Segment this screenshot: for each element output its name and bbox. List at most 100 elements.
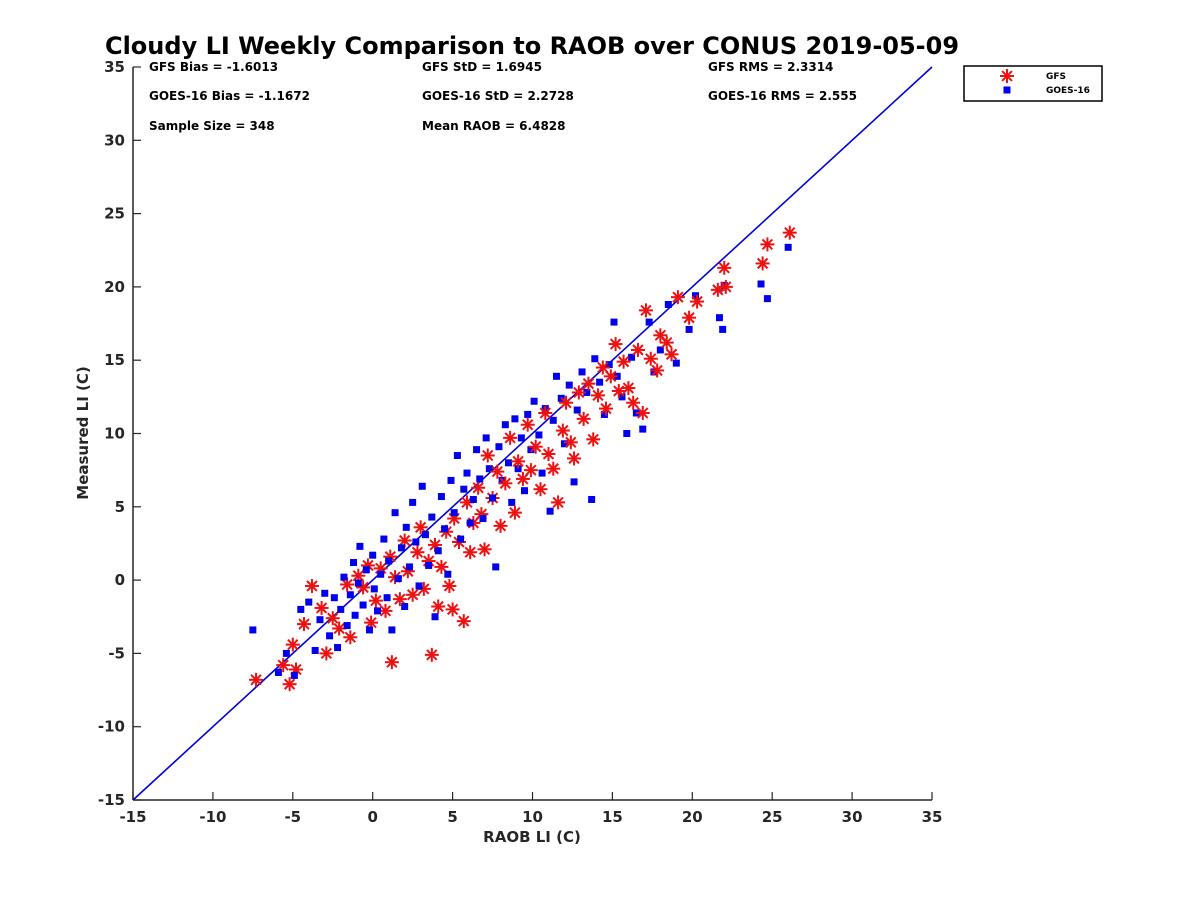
gfs-point <box>599 401 614 416</box>
y-tick-label: 10 <box>104 425 125 443</box>
gfs-point <box>563 435 578 450</box>
goes-16-point <box>334 644 342 652</box>
goes-16-point <box>511 415 519 423</box>
goes-16-point <box>495 443 503 451</box>
gfs-point <box>608 337 623 352</box>
legend-goes-square <box>1003 86 1011 94</box>
goes-16-point <box>370 585 378 593</box>
stat-sample-size: Sample Size = 348 <box>149 119 275 133</box>
goes-16-point <box>645 318 653 326</box>
gfs-point <box>445 602 460 617</box>
goes-16-point <box>460 485 468 493</box>
goes-16-point <box>466 519 474 527</box>
stat-gfs-bias: GFS Bias = -1.6013 <box>149 60 278 74</box>
gfs-point <box>424 647 439 662</box>
goes-16-point <box>583 388 591 396</box>
goes-16-point <box>444 570 452 578</box>
gfs-point <box>410 545 425 560</box>
gfs-point <box>755 256 770 271</box>
goes-16-point <box>343 622 351 630</box>
series-gfs-overlay <box>490 225 797 533</box>
goes-16-point <box>340 573 348 581</box>
gfs-point <box>477 542 492 557</box>
gfs-point <box>511 454 526 469</box>
goes-16-point <box>290 671 298 679</box>
gfs-point <box>717 260 732 275</box>
gfs-point <box>586 432 601 447</box>
goes-16-point <box>463 469 471 477</box>
goes-16-point <box>311 646 319 654</box>
gfs-point <box>621 381 636 396</box>
goes-16-point <box>524 410 532 418</box>
gfs-point <box>397 533 412 548</box>
goes-16-point <box>274 668 282 676</box>
gfs-point <box>690 294 705 309</box>
x-tick-label: -15 <box>119 808 146 826</box>
gfs-point <box>463 545 478 560</box>
goes-16-point <box>326 632 334 640</box>
y-tick-label: -10 <box>98 718 125 736</box>
gfs-point <box>659 335 674 350</box>
goes-16-point <box>505 459 513 467</box>
goes-16-point <box>605 361 613 369</box>
goes-16-point <box>527 446 535 454</box>
goes-16-point <box>623 430 631 437</box>
gfs-point <box>630 342 645 357</box>
goes-16-point <box>719 325 727 333</box>
x-tick-label: 15 <box>602 808 623 826</box>
goes-16-point <box>565 381 573 389</box>
gfs-point <box>591 388 606 403</box>
goes-16-point <box>385 557 393 565</box>
gfs-point <box>507 505 522 520</box>
gfs-point <box>611 383 626 398</box>
y-tick-label: 35 <box>104 58 125 76</box>
gfs-point <box>405 587 420 602</box>
gfs-point <box>480 448 495 463</box>
goes-16-point <box>362 566 370 574</box>
y-tick-label: 20 <box>104 278 125 296</box>
goes-16-point <box>369 551 377 559</box>
goes-16-point <box>356 542 364 550</box>
goes-16-point <box>573 406 581 414</box>
goes-16-point <box>656 346 664 354</box>
gfs-point <box>520 417 535 432</box>
goes-16-point <box>421 531 429 539</box>
gfs-point <box>384 655 399 670</box>
x-tick-label: 0 <box>367 808 377 826</box>
goes-16-point <box>618 393 626 401</box>
gfs-point <box>434 559 449 574</box>
goes-16-point <box>437 493 445 501</box>
goes-16-point <box>514 465 522 473</box>
y-tick-label: -5 <box>108 644 125 662</box>
goes-16-point <box>397 544 405 552</box>
legend: GFS GOES-16 <box>963 65 1103 102</box>
goes-16-point <box>492 563 500 571</box>
x-tick-label: -10 <box>199 808 226 826</box>
gfs-point <box>551 495 566 510</box>
goes-16-point <box>672 359 680 367</box>
x-tick-label: 10 <box>522 808 543 826</box>
gfs-point <box>670 290 685 305</box>
goes-16-point <box>685 325 693 333</box>
goes-16-point <box>482 434 490 442</box>
chart-title: Cloudy LI Weekly Comparison to RAOB over… <box>105 32 959 60</box>
goes-16-point <box>469 495 477 503</box>
goes-16-point <box>441 525 449 533</box>
goes-16-point <box>784 243 792 251</box>
gfs-point <box>538 405 553 420</box>
y-tick-label: 0 <box>115 571 125 589</box>
gfs-point <box>282 677 297 692</box>
goes-16-point <box>763 295 771 303</box>
one-to-one-line <box>132 66 933 801</box>
goes-16-point <box>425 561 433 569</box>
gfs-point <box>760 237 775 252</box>
goes-16-point <box>521 487 529 495</box>
goes-16-point <box>401 602 409 610</box>
y-tick-label: 5 <box>115 498 125 516</box>
goes-16-point <box>380 535 388 543</box>
gfs-point <box>319 646 334 661</box>
goes-16-point <box>366 626 374 634</box>
gfs-point <box>314 600 329 615</box>
gfs-point <box>643 351 658 366</box>
